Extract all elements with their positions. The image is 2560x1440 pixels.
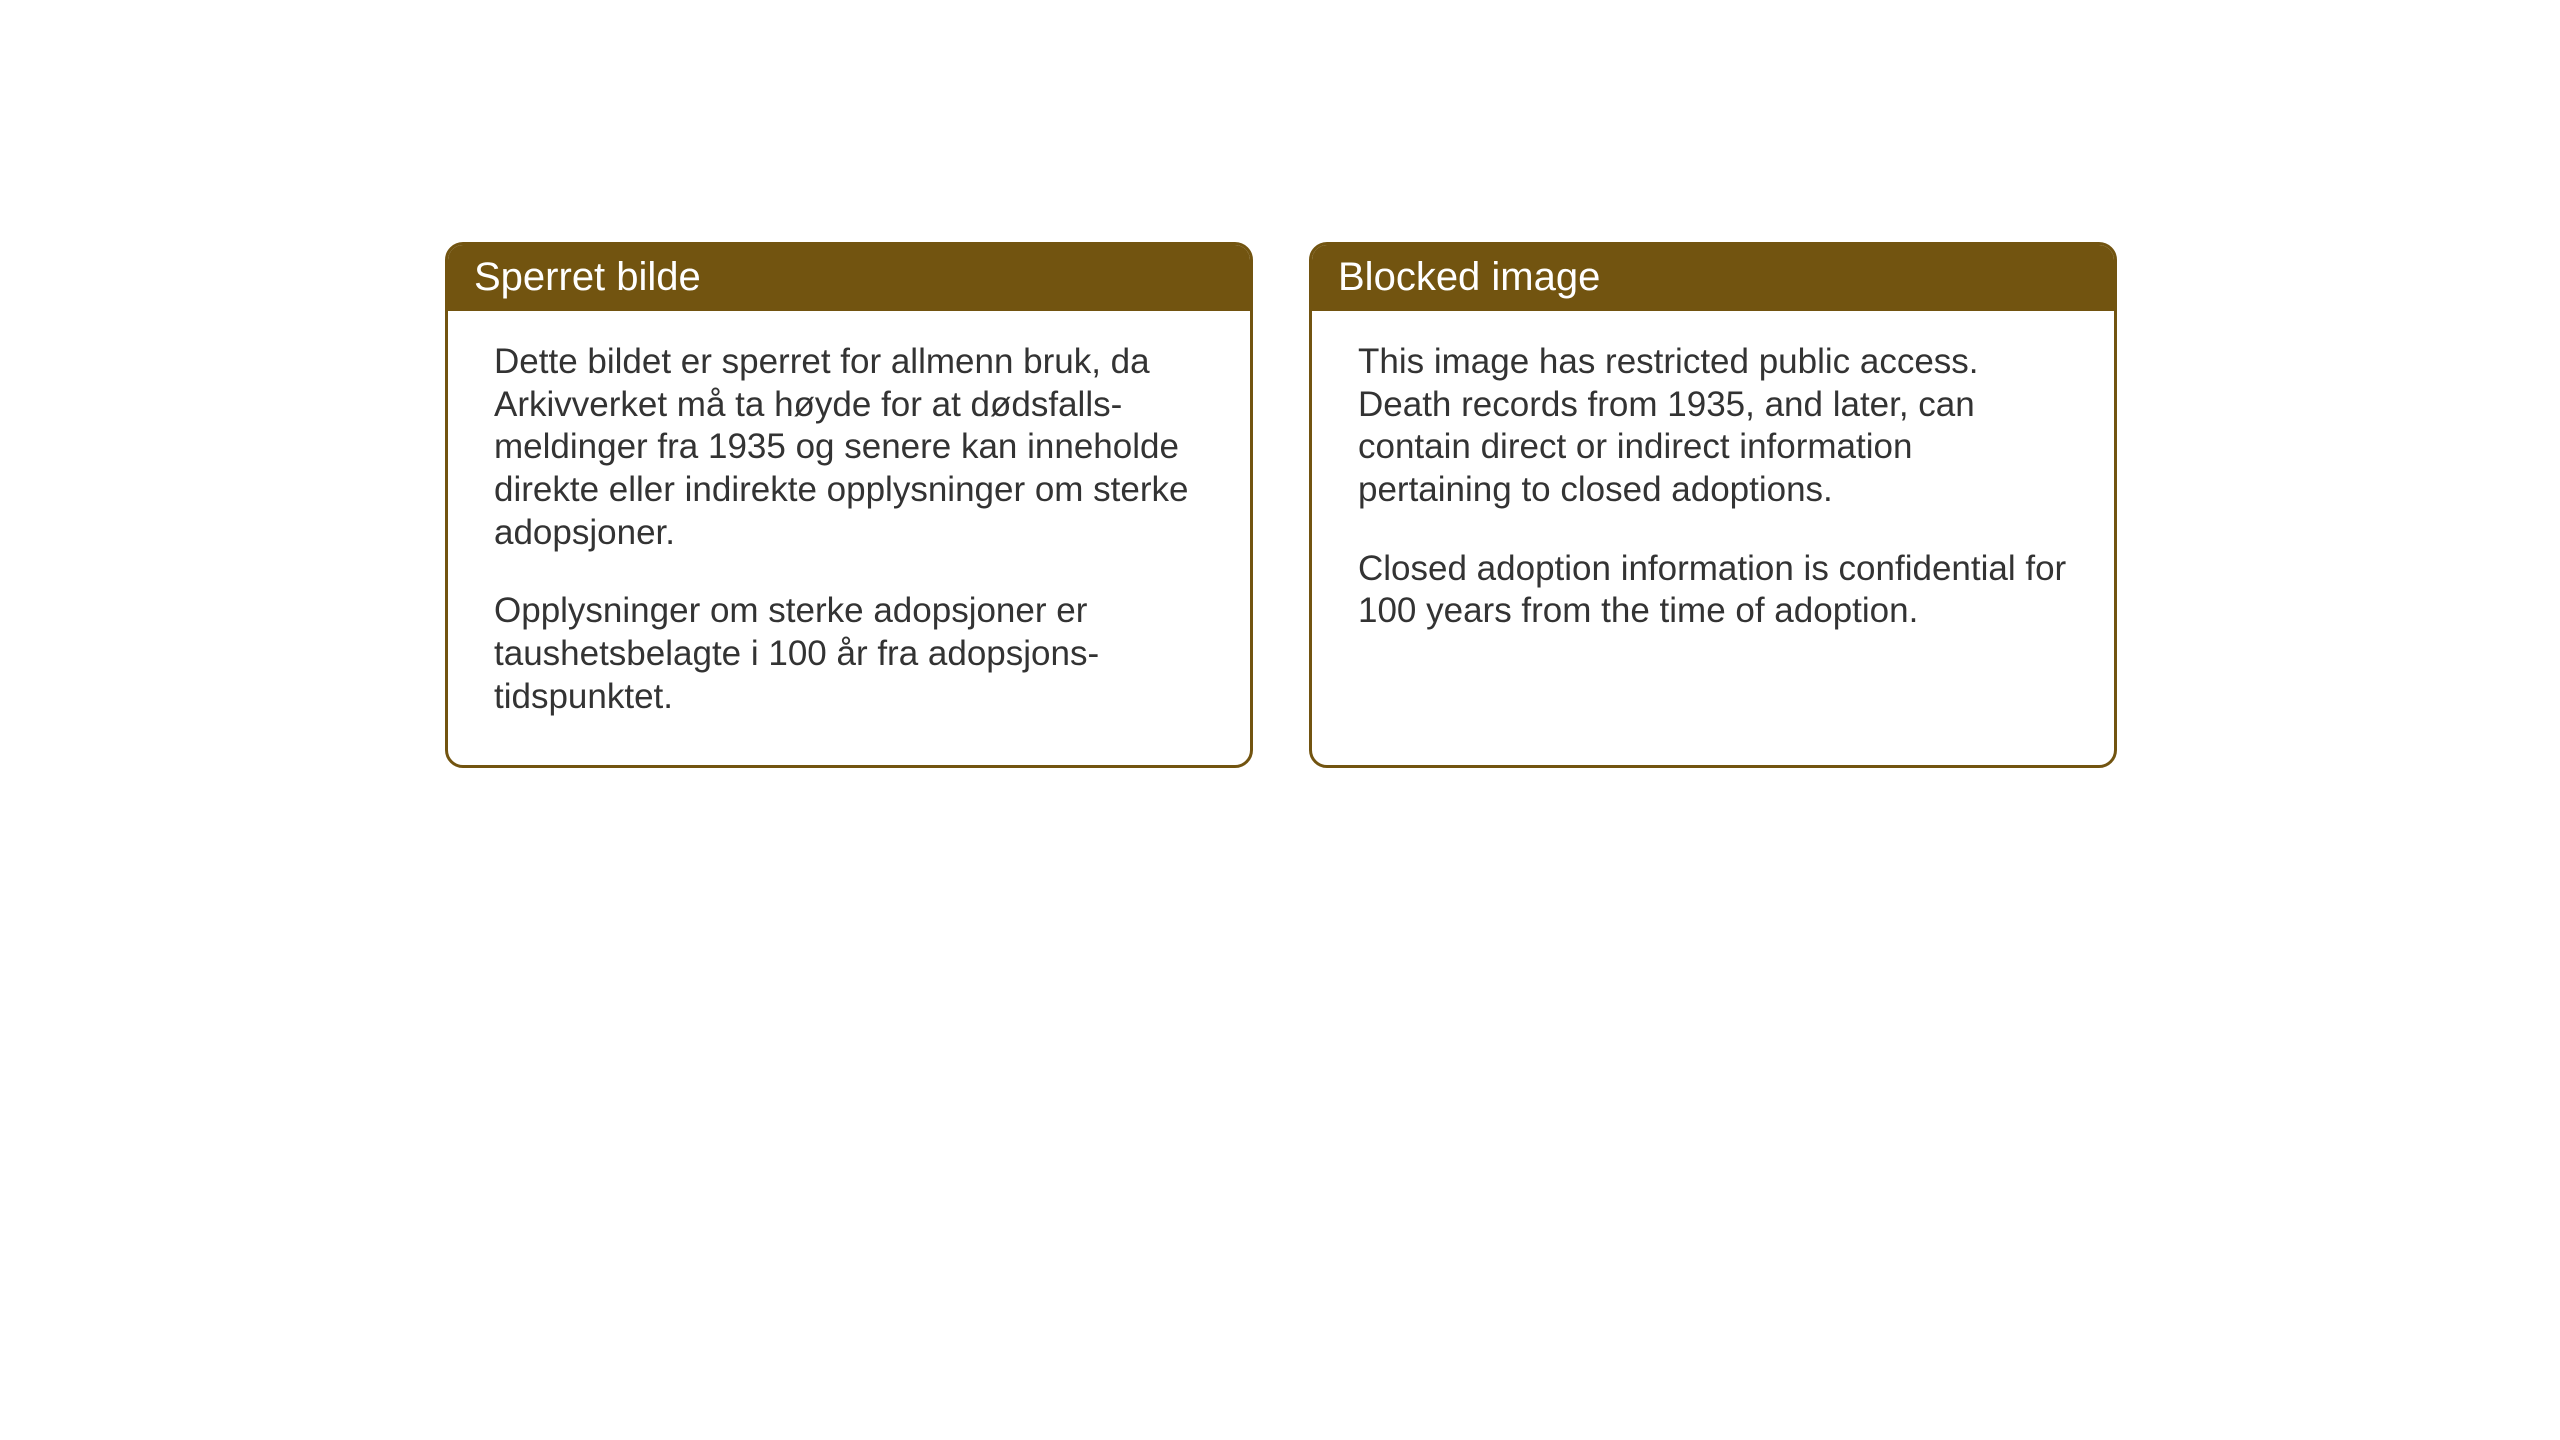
notice-body-norwegian: Dette bildet er sperret for allmenn bruk… (448, 311, 1250, 765)
notice-body-english: This image has restricted public access.… (1312, 311, 2114, 679)
notice-paragraph-2-english: Closed adoption information is confident… (1358, 548, 2074, 633)
notice-paragraph-1-norwegian: Dette bildet er sperret for allmenn bruk… (494, 341, 1210, 554)
notice-box-english: Blocked image This image has restricted … (1309, 242, 2117, 768)
notice-header-english: Blocked image (1312, 245, 2114, 311)
notice-box-norwegian: Sperret bilde Dette bildet er sperret fo… (445, 242, 1253, 768)
notice-header-norwegian: Sperret bilde (448, 245, 1250, 311)
notice-container: Sperret bilde Dette bildet er sperret fo… (445, 242, 2117, 768)
notice-paragraph-1-english: This image has restricted public access.… (1358, 341, 2074, 512)
notice-paragraph-2-norwegian: Opplysninger om sterke adopsjoner er tau… (494, 590, 1210, 718)
